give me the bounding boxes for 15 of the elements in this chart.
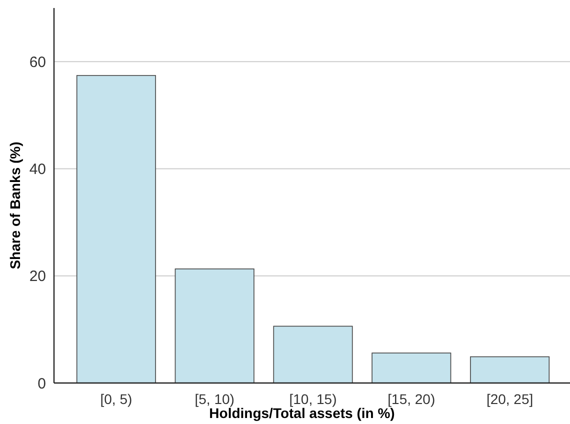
y-tick-label: 40 — [29, 160, 46, 178]
y-tick-label: 0 — [38, 375, 46, 392]
x-tick-label: [20, 25] — [486, 390, 534, 407]
x-tick-label: [15, 20) — [388, 390, 436, 407]
y-axis-title: Share of Banks (%) — [7, 142, 23, 270]
bar — [470, 356, 550, 384]
bar — [372, 352, 452, 384]
bar — [273, 326, 353, 384]
y-tick-label: 20 — [29, 268, 46, 286]
x-tick-label: [5, 10) — [194, 390, 234, 407]
x-tick-label: [0, 5) — [100, 390, 132, 407]
bar — [76, 75, 156, 384]
bar — [174, 268, 254, 384]
x-tick-label: [10, 15) — [289, 390, 337, 407]
y-tick-label: 60 — [29, 54, 46, 71]
